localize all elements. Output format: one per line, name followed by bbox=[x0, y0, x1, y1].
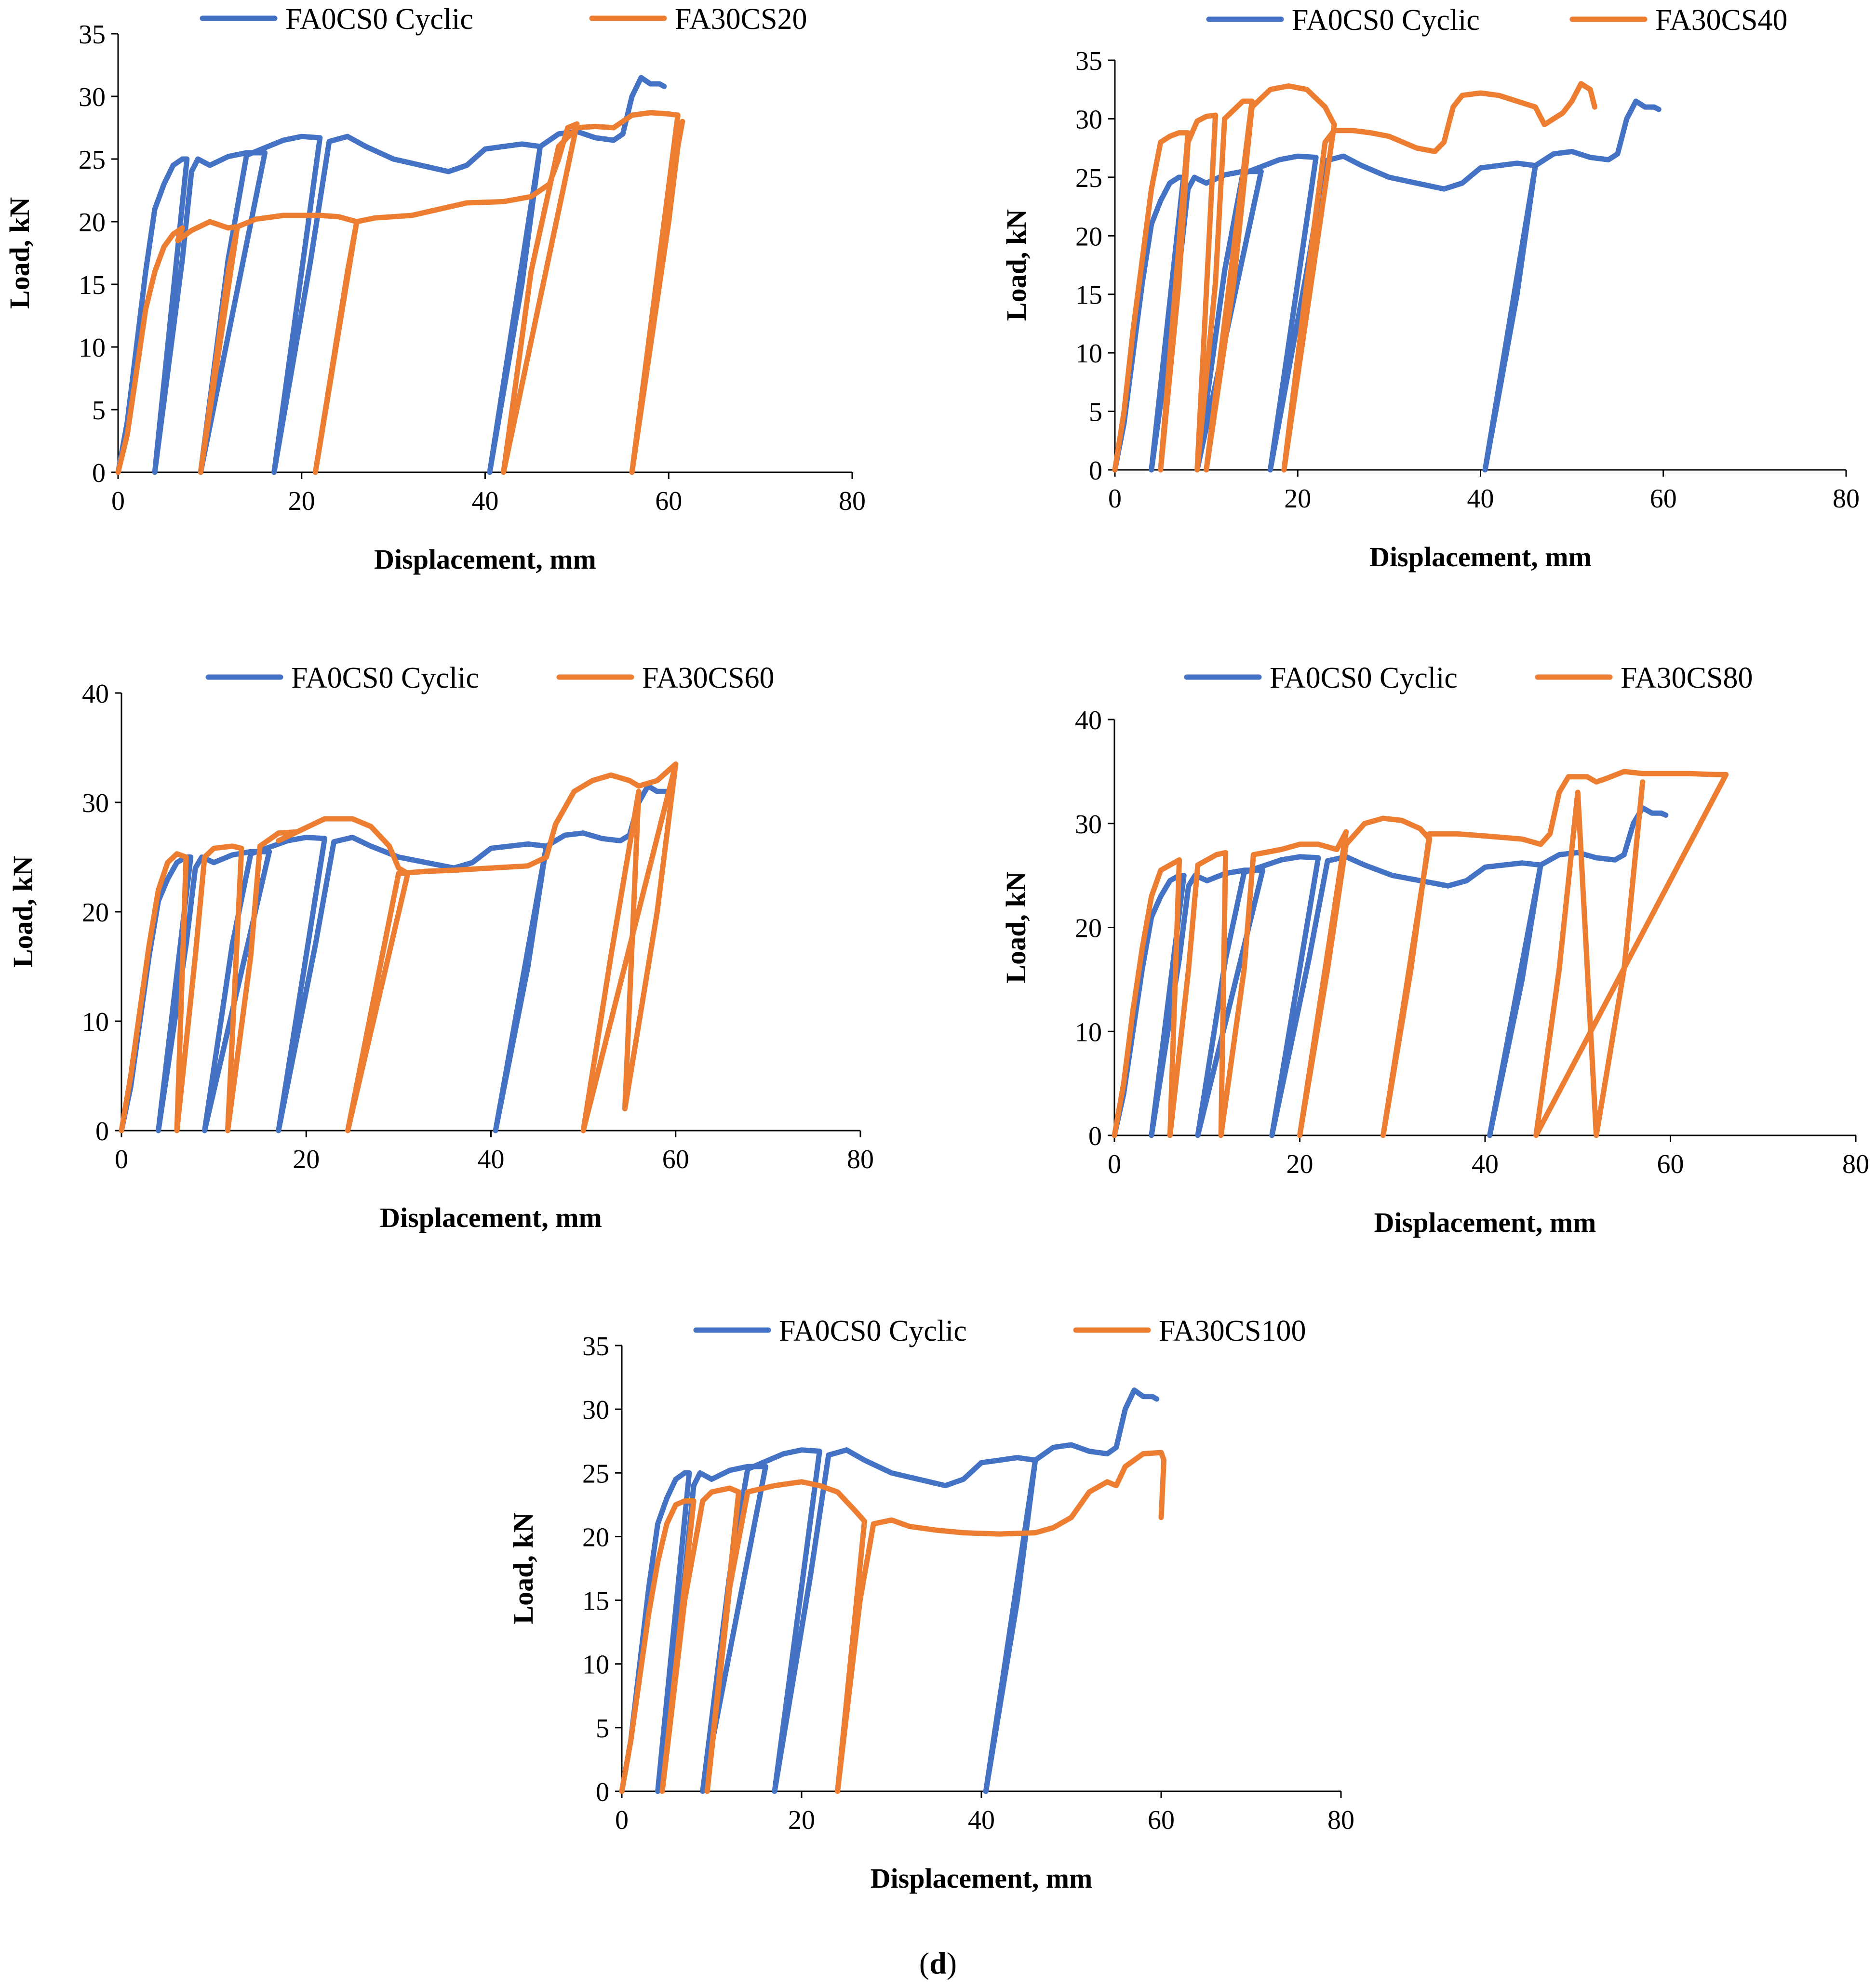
y-tick-label: 20 bbox=[1075, 222, 1102, 252]
y-tick-label: 40 bbox=[82, 679, 109, 709]
legend-label: FA0CS0 Cyclic bbox=[291, 662, 479, 694]
x-axis-title: Displacement, mm bbox=[374, 544, 596, 575]
x-tick-label: 80 bbox=[1327, 1805, 1354, 1835]
x-tick-label: 80 bbox=[847, 1145, 874, 1174]
caption-letter: d bbox=[929, 1946, 947, 1980]
x-tick-label: 60 bbox=[655, 486, 682, 516]
y-tick-label: 35 bbox=[1075, 46, 1102, 76]
y-tick-label: 40 bbox=[1075, 706, 1102, 735]
series-line-reference bbox=[1112, 98, 1662, 473]
x-tick-label: 40 bbox=[478, 1145, 505, 1174]
y-tick-label: 20 bbox=[82, 898, 109, 928]
x-tick-label: 0 bbox=[115, 1145, 128, 1174]
y-tick-label: 0 bbox=[1088, 1121, 1102, 1151]
legend-label: FA0CS0 Cyclic bbox=[1270, 662, 1458, 694]
series-line-specimen bbox=[115, 110, 685, 475]
x-tick-label: 0 bbox=[1108, 484, 1122, 514]
series-line-reference bbox=[1112, 805, 1669, 1138]
chart-panel-3: 0 20 40 60 80 0 10 20 30 40 Displacement, mm Load, … bbox=[7, 662, 874, 1233]
x-tick-label: 20 bbox=[1286, 1149, 1313, 1179]
caption-close-paren: ) bbox=[947, 1946, 957, 1980]
y-tick-label: 5 bbox=[596, 1714, 609, 1744]
y-tick-label: 25 bbox=[1075, 163, 1102, 193]
chart-panel-5: 0 20 40 60 80 0 5 10 15 20 25 30 35 Displacement, mm L… bbox=[508, 1315, 1354, 1894]
x-tick-label: 80 bbox=[1842, 1149, 1869, 1179]
x-tick-label: 60 bbox=[1148, 1805, 1175, 1835]
y-tick-label: 20 bbox=[79, 208, 106, 238]
x-tick-label: 60 bbox=[1657, 1149, 1684, 1179]
x-tick-label: 80 bbox=[839, 486, 866, 516]
y-tick-label: 20 bbox=[582, 1522, 609, 1552]
y-tick-label: 15 bbox=[79, 270, 106, 300]
y-tick-label: 35 bbox=[79, 20, 106, 50]
y-tick-label: 30 bbox=[582, 1395, 609, 1425]
y-tick-label: 10 bbox=[582, 1650, 609, 1680]
y-tick-label: 15 bbox=[582, 1586, 609, 1616]
legend-label: FA30CS20 bbox=[675, 3, 807, 36]
y-tick-label: 10 bbox=[1075, 1017, 1102, 1047]
y-axis-title: Load, kN bbox=[508, 1512, 539, 1624]
x-tick-label: 0 bbox=[1108, 1149, 1121, 1179]
x-tick-label: 20 bbox=[293, 1145, 320, 1174]
y-tick-label: 5 bbox=[1089, 398, 1102, 427]
figure-caption: (d) bbox=[919, 1946, 957, 1980]
x-tick-label: 80 bbox=[1833, 484, 1860, 514]
y-tick-label: 10 bbox=[79, 333, 106, 363]
y-tick-label: 25 bbox=[582, 1459, 609, 1489]
series-line-specimen bbox=[119, 761, 679, 1133]
y-tick-label: 30 bbox=[1075, 105, 1102, 134]
y-tick-label: 0 bbox=[92, 458, 106, 488]
legend-label: FA0CS0 Cyclic bbox=[1292, 4, 1480, 37]
series-line-specimen bbox=[1112, 81, 1597, 473]
y-axis-title: Load, kN bbox=[1000, 871, 1032, 983]
y-axis-title: Load, kN bbox=[1001, 209, 1032, 321]
legend-label: FA0CS0 Cyclic bbox=[285, 3, 473, 36]
x-tick-label: 20 bbox=[288, 486, 315, 516]
x-tick-label: 60 bbox=[662, 1145, 689, 1174]
legend-label: FA30CS40 bbox=[1655, 4, 1788, 37]
y-tick-label: 10 bbox=[82, 1007, 109, 1037]
x-axis-title: Displacement, mm bbox=[1369, 541, 1592, 573]
y-tick-label: 30 bbox=[82, 788, 109, 818]
legend-label: FA0CS0 Cyclic bbox=[779, 1315, 967, 1347]
x-axis-title: Displacement, mm bbox=[380, 1202, 602, 1233]
y-tick-label: 0 bbox=[596, 1777, 609, 1807]
x-tick-label: 20 bbox=[788, 1805, 815, 1835]
x-tick-label: 0 bbox=[615, 1805, 629, 1835]
x-axis-title: Displacement, mm bbox=[871, 1863, 1093, 1894]
y-tick-label: 25 bbox=[79, 145, 106, 175]
y-tick-label: 30 bbox=[1075, 810, 1102, 840]
y-tick-label: 20 bbox=[1075, 914, 1102, 944]
y-tick-label: 35 bbox=[582, 1332, 609, 1361]
y-tick-label: 0 bbox=[95, 1117, 109, 1146]
y-axis-title: Load, kN bbox=[7, 856, 39, 968]
chart-panel-2: 0 20 40 60 80 0 5 10 15 20 25 30 35 Displacement, mm L… bbox=[1001, 4, 1860, 573]
x-tick-label: 40 bbox=[1472, 1149, 1499, 1179]
series-line-specimen bbox=[1112, 769, 1729, 1138]
y-tick-label: 5 bbox=[92, 396, 106, 426]
x-tick-label: 40 bbox=[1467, 484, 1494, 514]
y-tick-label: 0 bbox=[1089, 456, 1102, 486]
series-line-specimen bbox=[619, 1450, 1167, 1794]
x-axis-title: Displacement, mm bbox=[1374, 1207, 1596, 1238]
legend-label: FA30CS100 bbox=[1159, 1315, 1306, 1347]
x-tick-label: 60 bbox=[1650, 484, 1677, 514]
caption-open-paren: ( bbox=[919, 1946, 929, 1980]
x-tick-label: 40 bbox=[472, 486, 499, 516]
x-tick-label: 20 bbox=[1284, 484, 1311, 514]
legend-label: FA30CS80 bbox=[1621, 662, 1753, 694]
series-line-reference bbox=[115, 75, 667, 475]
y-tick-label: 10 bbox=[1075, 339, 1102, 369]
x-tick-label: 40 bbox=[968, 1805, 995, 1835]
x-tick-label: 0 bbox=[111, 486, 125, 516]
y-tick-label: 30 bbox=[79, 82, 106, 112]
series-line-reference bbox=[619, 1387, 1160, 1794]
y-tick-label: 15 bbox=[1075, 280, 1102, 310]
chart-panel-4: 0 20 40 60 80 0 10 20 30 40 Displacement, mm Load, … bbox=[1000, 662, 1869, 1238]
legend-label: FA30CS60 bbox=[642, 662, 775, 694]
y-axis-title: Load, kN bbox=[4, 197, 35, 309]
chart-panel-1: 0 20 40 60 80 0 5 10 15 20 25 30 35 Displacement, mm L… bbox=[4, 3, 866, 575]
series-line-reference bbox=[119, 783, 674, 1133]
